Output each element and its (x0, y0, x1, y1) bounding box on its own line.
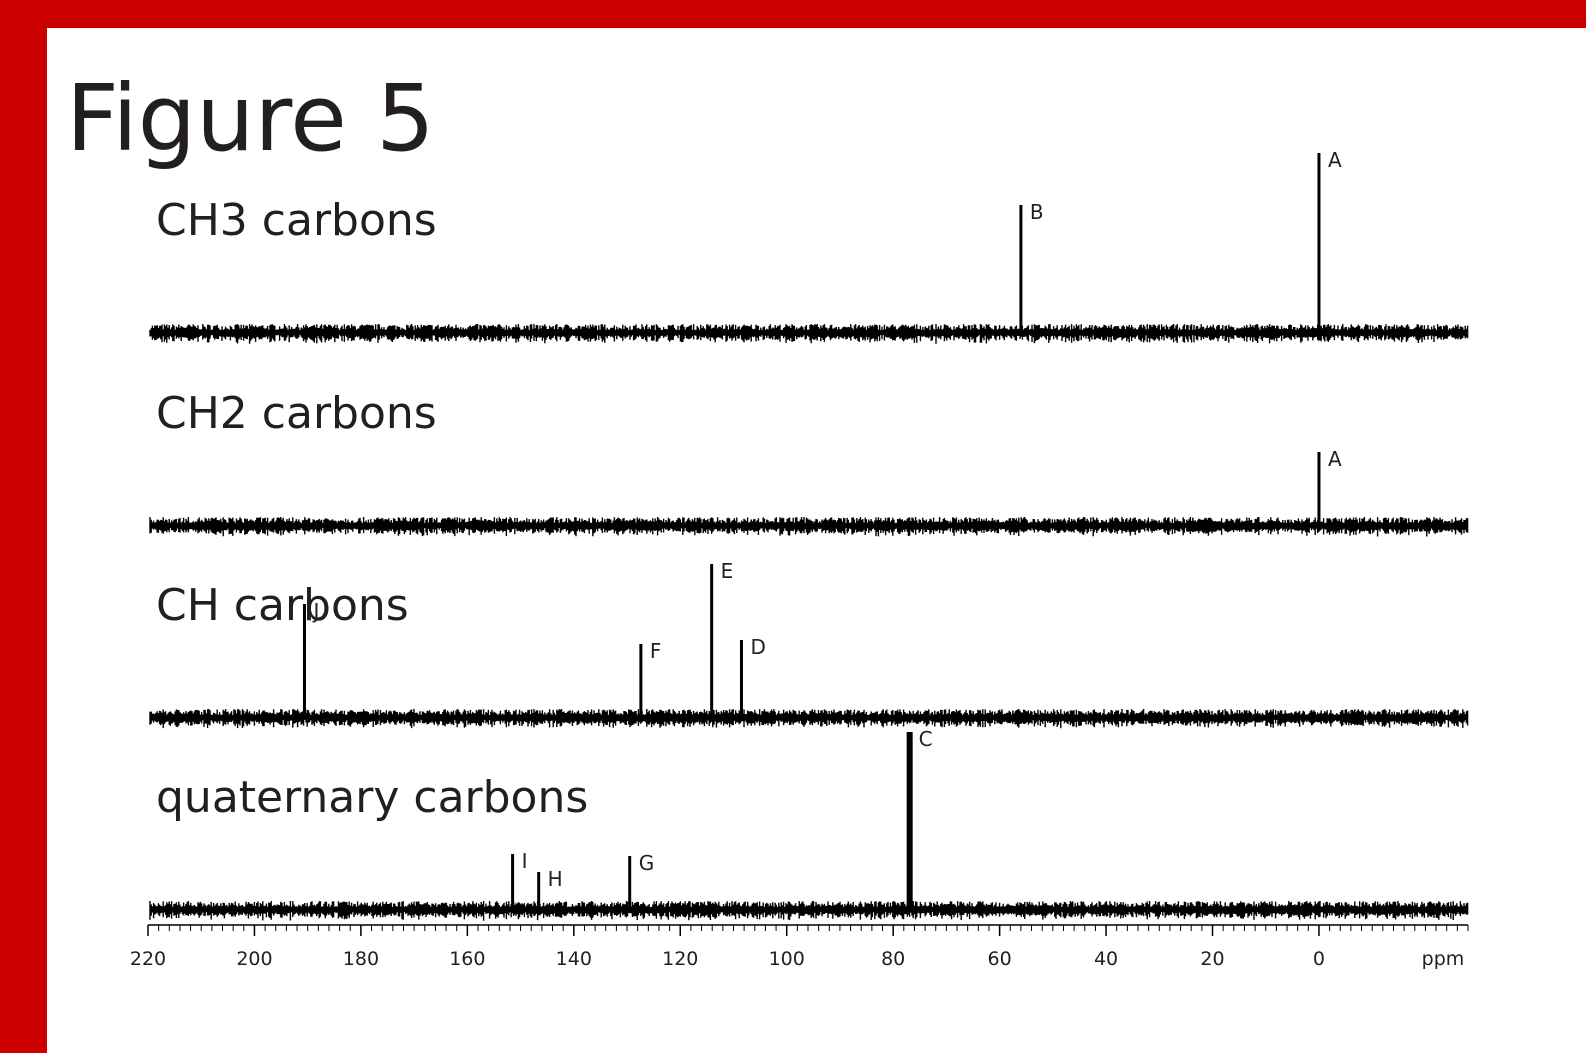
figure-panel (47, 28, 1586, 1053)
peak-label: E (721, 559, 734, 583)
peak-label: J (311, 599, 319, 623)
peak-label: I (522, 849, 528, 873)
x-tick-label: 0 (1313, 948, 1325, 970)
noise (149, 901, 1469, 921)
peak-label: H (548, 867, 563, 891)
peak-label: G (639, 851, 655, 875)
panel-label: CH3 carbons (156, 195, 437, 246)
x-tick-label: 200 (236, 948, 272, 970)
peak-label: A (1328, 148, 1342, 172)
noise (149, 709, 1469, 729)
panel-label: CH2 carbons (156, 388, 437, 439)
peak-label: D (750, 635, 765, 659)
panel-label: quaternary carbons (156, 772, 588, 823)
x-axis-label: ppm (1422, 948, 1465, 970)
x-tick-label: 220 (130, 948, 166, 970)
peak-label: A (1328, 447, 1342, 471)
x-tick-label: 160 (449, 948, 485, 970)
peak-label: C (919, 727, 933, 751)
noise (149, 517, 1469, 537)
x-tick-label: 180 (343, 948, 379, 970)
x-tick-label: 100 (769, 948, 805, 970)
x-tick-label: 140 (556, 948, 592, 970)
peak-label: F (650, 639, 662, 663)
peak-label: B (1030, 200, 1044, 224)
x-tick-label: 20 (1200, 948, 1224, 970)
figure-title: Figure 5 (66, 65, 435, 172)
x-tick-label: 80 (881, 948, 905, 970)
noise (149, 324, 1469, 344)
x-tick-label: 120 (662, 948, 698, 970)
panel-label: CH carbons (156, 580, 409, 631)
x-tick-label: 40 (1094, 948, 1118, 970)
x-tick-label: 60 (988, 948, 1012, 970)
